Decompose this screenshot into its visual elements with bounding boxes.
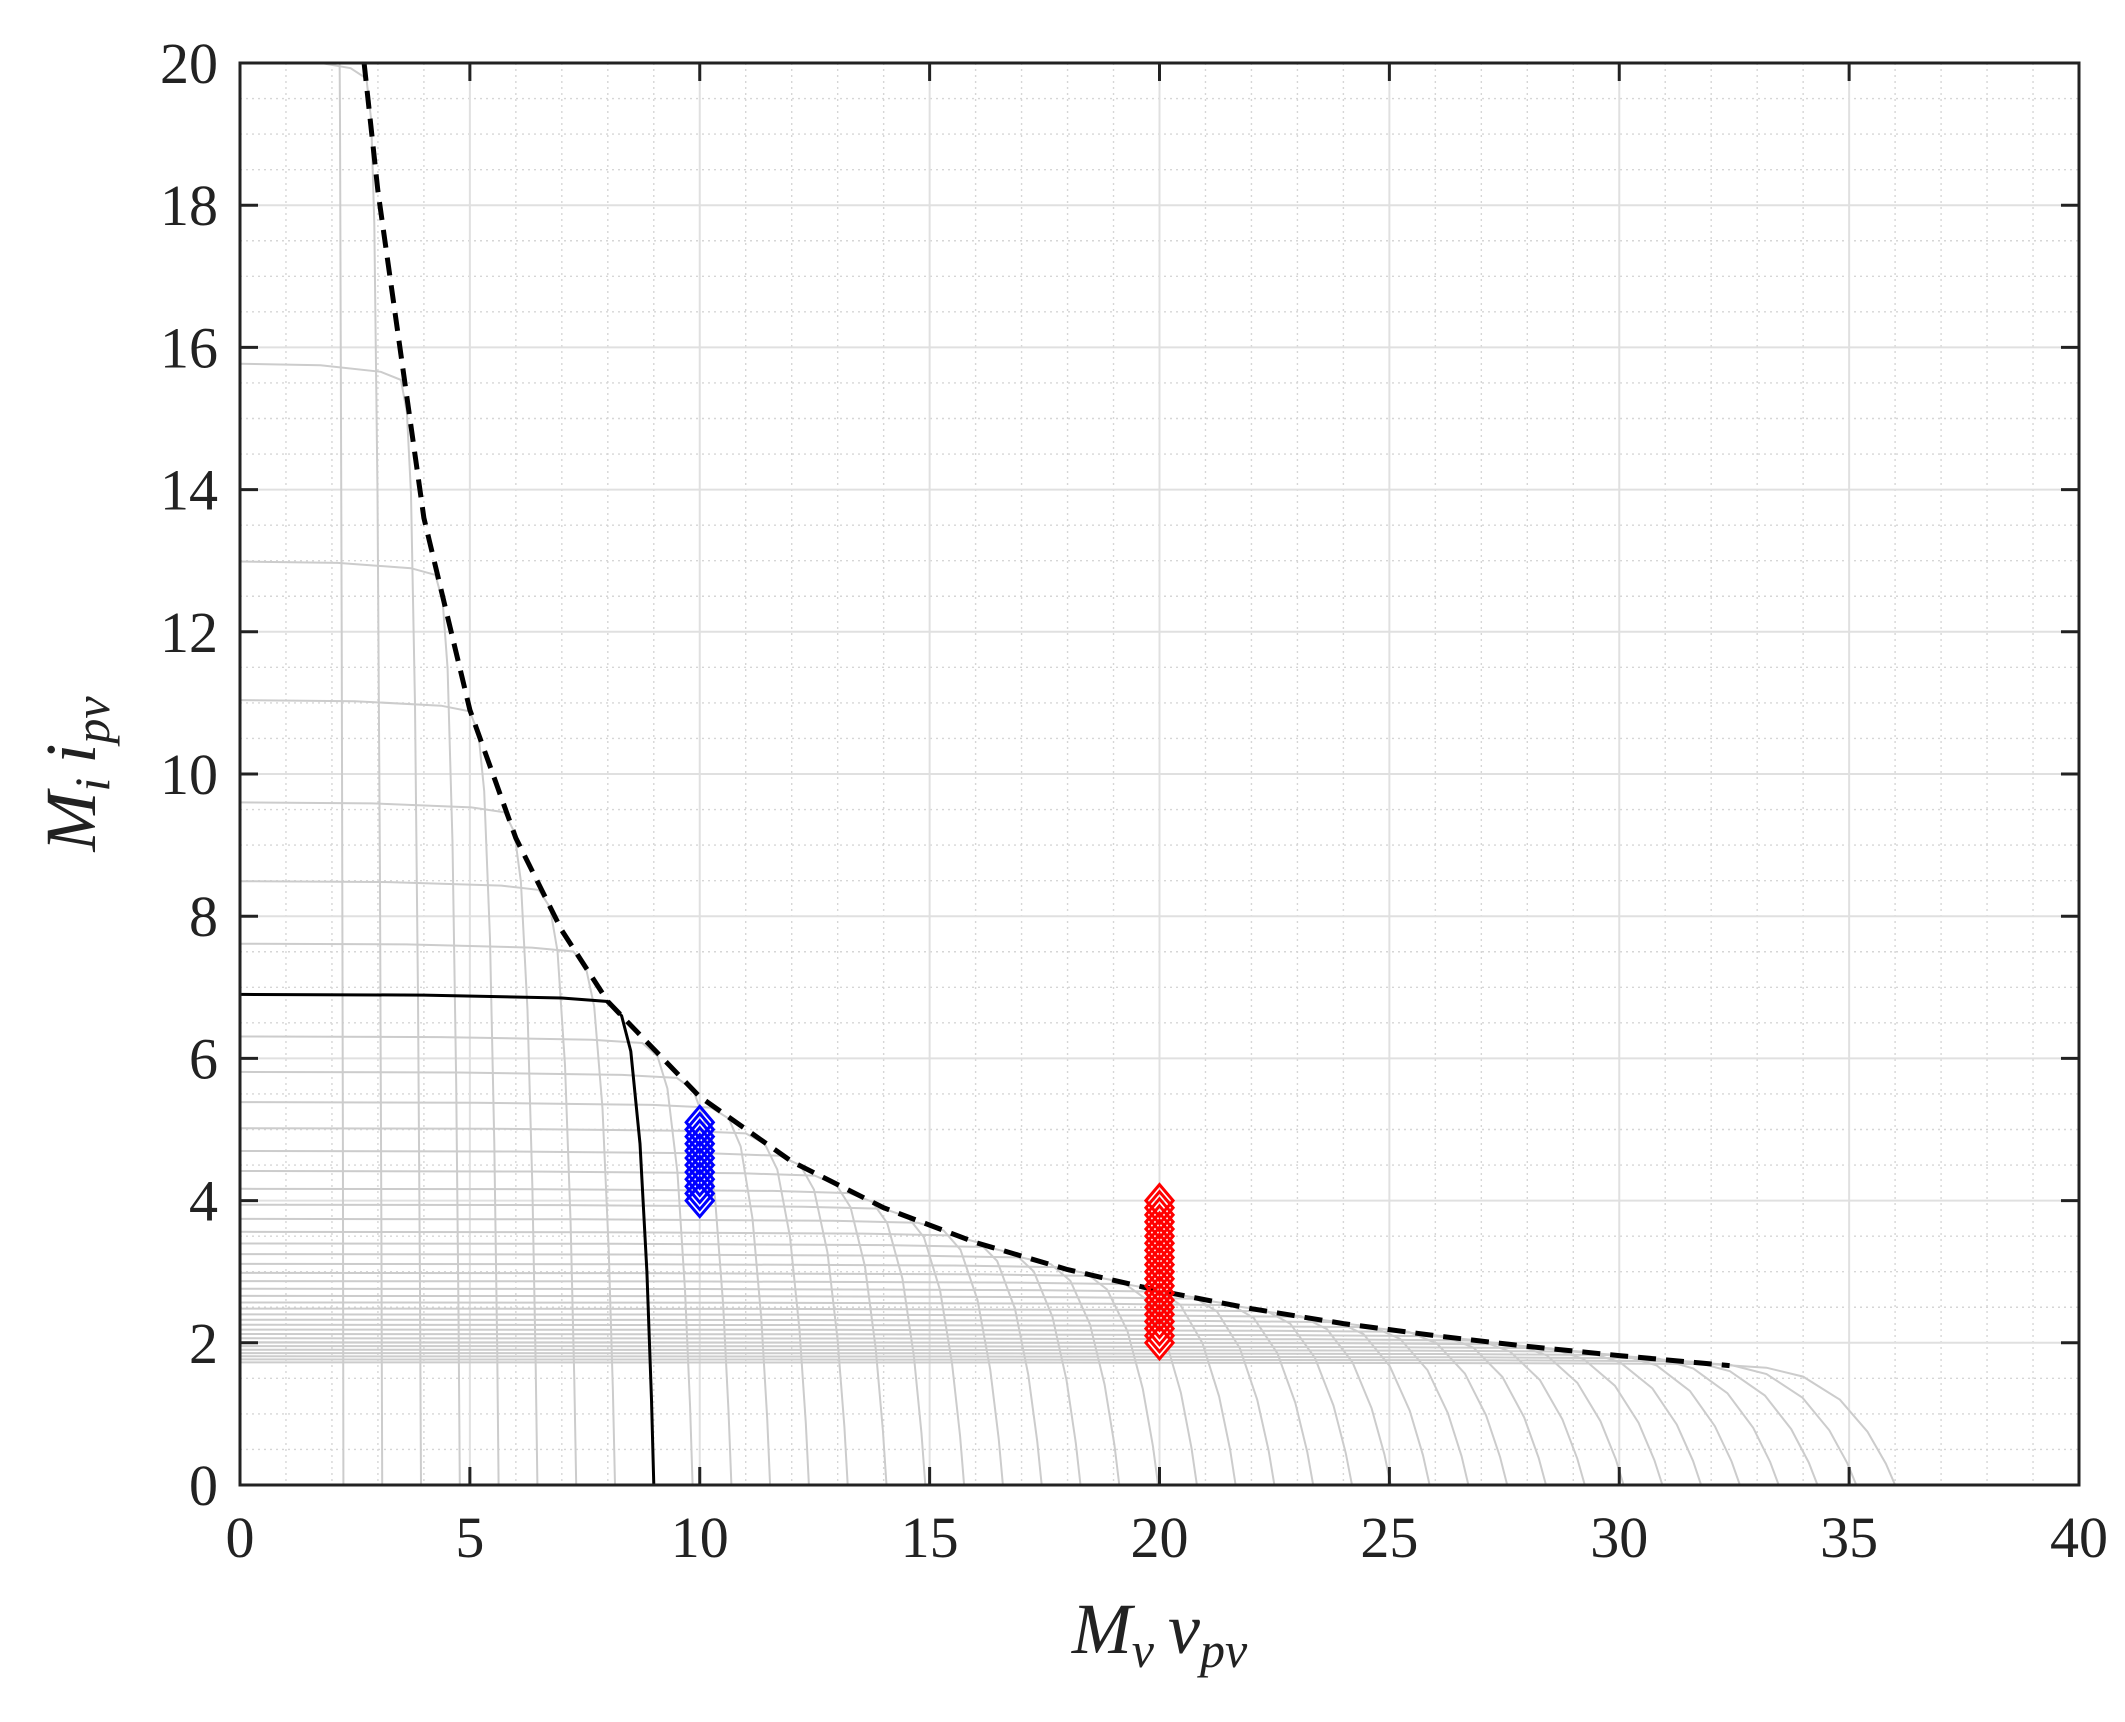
y-tick-label: 12 (160, 600, 218, 665)
red-diamond-marker (1143, 1224, 1176, 1262)
red-diamond-marker (1143, 1253, 1176, 1291)
axis-ticks (238, 61, 2081, 1487)
red-marker-series (1143, 1182, 1176, 1362)
x-label-sub: v (1132, 1622, 1155, 1678)
family-curve (240, 1337, 1625, 1485)
y-label-tail: i (31, 744, 111, 764)
x-tick-label: 25 (1360, 1505, 1418, 1570)
red-diamond-marker (1143, 1281, 1176, 1319)
y-tick-label: 0 (189, 1453, 218, 1518)
x-tick-label: 15 (901, 1505, 959, 1570)
envelope-line (361, 63, 1730, 1369)
blue-diamond-marker (684, 1118, 716, 1155)
x-tick-label: 5 (455, 1505, 484, 1570)
family-curve (338, 63, 345, 1485)
blue-diamond-marker (684, 1111, 716, 1148)
blue-marker-series (684, 1104, 716, 1219)
blue-diamond-marker (684, 1153, 716, 1191)
family-curve (240, 880, 578, 1485)
red-diamond-marker (1143, 1288, 1176, 1326)
blue-diamond-marker (684, 1139, 716, 1177)
red-diamond-marker (1143, 1239, 1176, 1276)
family-curve (240, 1150, 849, 1485)
family-curve (240, 1328, 1547, 1485)
family-curve (240, 1253, 1121, 1485)
y-tick-label: 14 (160, 458, 218, 523)
red-diamond-marker (1143, 1246, 1176, 1283)
family-curve (240, 560, 461, 1485)
red-diamond-marker (1143, 1203, 1176, 1241)
x-label-main: M (1071, 1589, 1136, 1669)
red-diamond-marker (1143, 1317, 1176, 1355)
x-tick-label: 10 (671, 1505, 729, 1570)
x-label-tail: v (1168, 1589, 1200, 1669)
y-tick-label: 18 (160, 173, 218, 238)
red-diamond-marker (1143, 1232, 1176, 1269)
family-curve (240, 1203, 966, 1485)
blue-diamond-marker (684, 1125, 716, 1163)
y-tick-labels: 0 2 4 6 8 10 12 14 16 18 20 (160, 31, 218, 1518)
y-tick-label: 10 (160, 742, 218, 807)
x-axis-label: Mv vpv (1071, 1589, 1248, 1678)
family-curve (240, 1323, 1509, 1485)
family-curve (240, 1341, 1664, 1485)
red-diamond-marker (1143, 1260, 1176, 1298)
family-curve (240, 362, 422, 1485)
y-label-main: M (31, 788, 111, 853)
y-tick-label: 2 (189, 1311, 218, 1376)
power-envelope (361, 63, 1730, 1369)
x-tick-label: 20 (1131, 1505, 1189, 1570)
y-label-tail-sub: pv (64, 696, 120, 747)
y-label-sub: i (64, 778, 120, 792)
x-tick-label: 40 (2050, 1505, 2108, 1570)
y-tick-label: 16 (160, 315, 218, 380)
red-diamond-marker (1143, 1296, 1176, 1333)
blue-diamond-marker (684, 1104, 716, 1141)
y-axis-label: Miipv (31, 696, 120, 853)
family-curve (240, 1262, 1160, 1485)
x-tick-labels: 0 5 10 15 20 25 30 35 40 (226, 1505, 2109, 1570)
family-curve (240, 1035, 694, 1485)
family-curve (240, 1271, 1198, 1485)
family-curve (240, 1358, 1858, 1485)
red-diamond-marker (1143, 1303, 1176, 1340)
family-curve (240, 1170, 888, 1485)
red-diamond-marker (1143, 1217, 1176, 1255)
family-curve (240, 1230, 1043, 1485)
x-tick-label: 0 (226, 1505, 255, 1570)
family-curve (240, 1361, 1897, 1485)
blue-diamond-marker (684, 1146, 716, 1184)
blue-diamond-marker (684, 1168, 716, 1205)
family-curve (240, 699, 500, 1485)
y-tick-label: 8 (189, 884, 218, 949)
red-diamond-marker (1143, 1310, 1176, 1347)
family-curve (240, 1187, 927, 1485)
y-tick-label: 4 (189, 1169, 218, 1234)
red-diamond-marker (1143, 1267, 1176, 1305)
red-diamond-marker (1143, 1274, 1176, 1312)
family-curve (240, 1355, 1819, 1485)
family-curve (240, 801, 539, 1485)
red-diamond-marker (1143, 1189, 1176, 1227)
y-tick-label: 6 (189, 1026, 218, 1091)
x-tick-label: 30 (1590, 1505, 1648, 1570)
x-tick-label: 35 (1820, 1505, 1878, 1570)
family-curve (240, 1217, 1004, 1485)
family-curve (240, 1127, 810, 1485)
blue-diamond-marker (684, 1175, 716, 1212)
blue-diamond-marker (684, 1160, 716, 1198)
blue-diamond-marker (684, 1132, 716, 1170)
red-diamond-marker (1143, 1196, 1176, 1234)
family-curve (240, 1318, 1470, 1485)
y-tick-label: 20 (160, 31, 218, 96)
red-diamond-marker (1143, 1210, 1176, 1248)
family-curve (240, 1333, 1586, 1485)
base-curve (240, 992, 656, 1485)
family-curve (240, 1242, 1082, 1485)
red-diamond-marker (1143, 1182, 1176, 1219)
x-label-tail-sub: pv (1197, 1622, 1248, 1678)
base-iv-curve (240, 992, 656, 1485)
